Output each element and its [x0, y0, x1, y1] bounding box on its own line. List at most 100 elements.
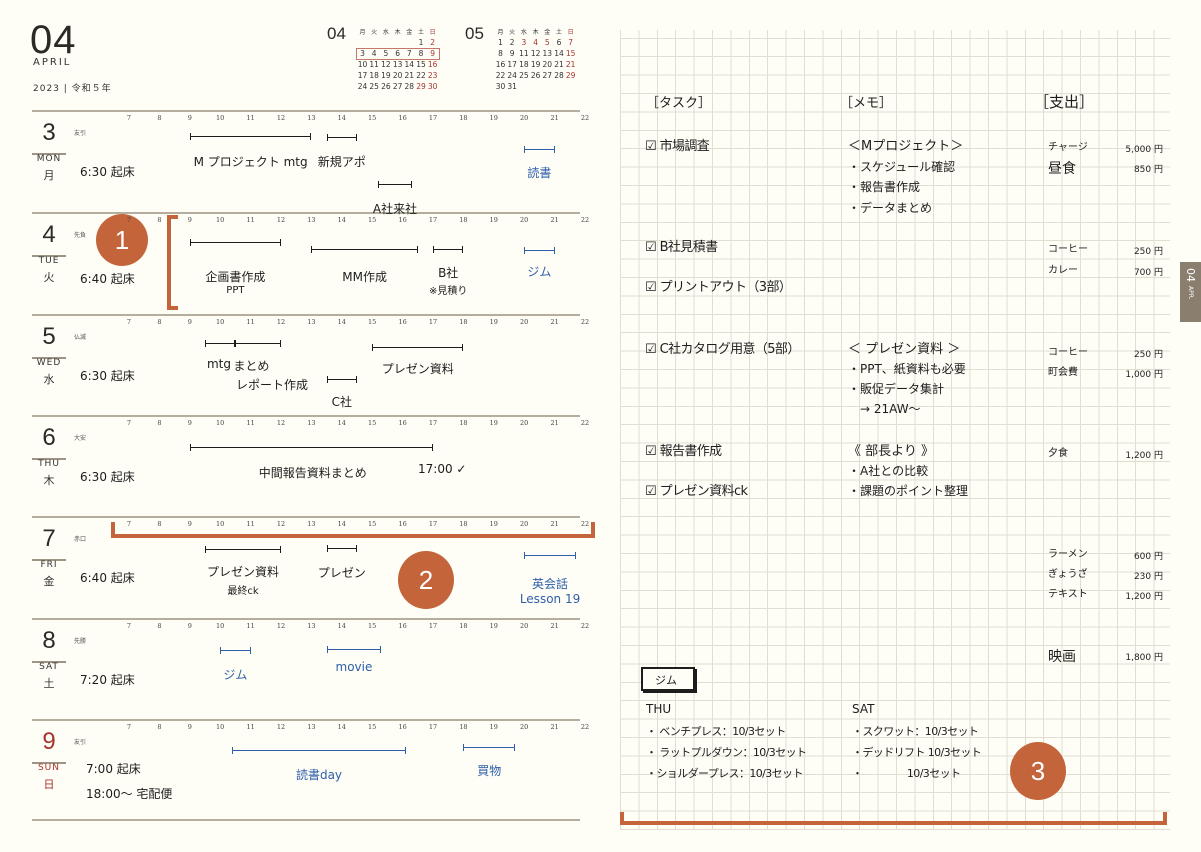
mini-cal-day[interactable]: 8 — [498, 49, 503, 58]
memo-item[interactable]: ・PPT、紙資料も必要 — [848, 362, 966, 376]
event-bar[interactable] — [326, 646, 382, 653]
memo-item[interactable]: ・データまとめ — [848, 201, 933, 215]
mini-cal-day[interactable]: 1 — [418, 38, 424, 47]
mini-cal-day[interactable]: 30 — [495, 82, 506, 91]
event-label[interactable]: 企画書作成 — [205, 270, 266, 284]
memo-item[interactable]: ・スケジュール確認 — [848, 160, 956, 174]
mini-cal-day[interactable]: 18 — [519, 60, 529, 69]
mini-cal-day[interactable]: 3 — [360, 49, 365, 58]
event-bar[interactable] — [232, 747, 406, 754]
event-label[interactable]: A社来社 — [372, 202, 418, 216]
mini-cal-day[interactable]: 28 — [554, 71, 564, 80]
mini-cal-day[interactable]: 14 — [554, 49, 564, 58]
event-label[interactable]: ジム — [527, 265, 552, 279]
mini-cal-day[interactable]: 10 — [357, 60, 368, 69]
mini-cal-day[interactable]: 17 — [357, 71, 368, 80]
task-item[interactable]: ☑ 報告書作成 — [645, 444, 722, 459]
mini-cal-day[interactable]: 24 — [507, 71, 517, 80]
mini-cal-day[interactable]: 25 — [369, 82, 379, 91]
mini-cal-day[interactable]: 4 — [371, 49, 377, 58]
event-bar[interactable] — [189, 133, 312, 140]
task-item[interactable]: ☑ プレゼン資料ck — [645, 484, 748, 499]
mini-cal-day[interactable]: 22 — [495, 71, 506, 80]
task-item[interactable]: ☑ 市場調査 — [645, 139, 710, 154]
mini-cal-day[interactable]: 19 — [530, 60, 541, 69]
memo-item[interactable]: ・課題のポイント整理 — [848, 484, 969, 498]
event-label[interactable]: ジム — [223, 668, 248, 682]
event-label[interactable]: レポート作成 — [235, 378, 309, 392]
event-label[interactable]: B社 — [438, 266, 459, 280]
gym-exercise[interactable]: ・ ラットプルダウン：10/3セット — [646, 746, 807, 759]
event-bar[interactable] — [378, 181, 412, 188]
event-label[interactable]: プレゼン — [317, 566, 366, 580]
mini-cal-day[interactable]: 20 — [392, 71, 403, 80]
mini-cal-day[interactable]: 1 — [498, 38, 503, 47]
event-bar[interactable] — [326, 545, 357, 552]
mini-cal-day[interactable]: 2 — [509, 38, 515, 47]
event-bar[interactable] — [524, 247, 555, 254]
gym-exercise[interactable]: ・ ベンチプレス：10/3セット — [646, 725, 786, 738]
mini-cal-day[interactable]: 6 — [395, 49, 400, 58]
event-label[interactable]: M プロジェクト mtg — [193, 155, 308, 169]
mini-cal-day[interactable]: 11 — [369, 60, 379, 69]
day-note[interactable]: 6:30 起床 — [80, 165, 135, 179]
event-label[interactable]: PPT — [226, 285, 245, 296]
event-bar[interactable] — [205, 546, 281, 553]
event-bar[interactable] — [524, 146, 555, 153]
mini-cal-day[interactable]: 21 — [554, 60, 564, 69]
day-note[interactable]: 7:20 起床 — [80, 673, 135, 687]
event-bar[interactable] — [220, 647, 251, 654]
event-bar[interactable] — [463, 744, 516, 751]
event-bar[interactable] — [524, 552, 576, 559]
mini-cal-day[interactable]: 3 — [521, 38, 527, 47]
mini-cal-day[interactable]: 28 — [404, 82, 415, 91]
event-label[interactable]: MM作成 — [342, 270, 387, 284]
event-label[interactable]: 17:00 ✓ — [418, 462, 467, 476]
event-label[interactable]: 読書 — [527, 166, 552, 180]
mini-cal-day[interactable]: 5 — [383, 49, 389, 58]
mini-cal-day[interactable]: 24 — [357, 82, 368, 91]
event-bar[interactable] — [326, 376, 357, 383]
mini-cal-day[interactable]: 6 — [556, 38, 562, 47]
mini-cal-day[interactable]: 26 — [381, 82, 391, 91]
mini-cal-day[interactable]: 4 — [533, 38, 538, 47]
event-label[interactable]: プレゼン資料 — [381, 362, 454, 376]
memo-item[interactable]: ・A社との比較 — [848, 464, 929, 478]
mini-cal-day[interactable]: 15 — [565, 49, 576, 58]
gym-exercise[interactable]: ・スクワット：10/3セット — [852, 725, 979, 738]
mini-cal-day[interactable]: 5 — [544, 38, 550, 47]
event-bar[interactable] — [205, 340, 236, 347]
mini-cal-day[interactable]: 13 — [392, 60, 403, 69]
event-bar[interactable] — [372, 344, 464, 351]
day-note[interactable]: 6:40 起床 — [80, 272, 135, 286]
day-note[interactable]: 18:00〜 宅配便 — [86, 787, 173, 801]
mini-cal-day[interactable]: 20 — [542, 60, 553, 69]
task-item[interactable]: ☑ B社見積書 — [645, 240, 718, 255]
mini-cal-day[interactable]: 31 — [507, 82, 517, 91]
memo-item[interactable]: ・販促データ集計 — [848, 382, 945, 396]
event-label[interactable]: C社 — [331, 395, 352, 409]
event-label[interactable]: プレゼン資料 — [206, 565, 280, 579]
mini-cal-day[interactable]: 19 — [381, 71, 391, 80]
mini-cal-day[interactable]: 7 — [406, 49, 412, 58]
mini-cal-day[interactable]: 9 — [509, 49, 515, 58]
mini-cal-day[interactable]: 30 — [427, 82, 438, 91]
mini-cal-day[interactable]: 22 — [416, 71, 426, 80]
mini-cal-day[interactable]: 18 — [369, 71, 379, 80]
day-note[interactable]: 6:40 起床 — [80, 571, 135, 585]
month-index-tab[interactable]: 04 APR. — [1180, 262, 1201, 322]
mini-cal-day[interactable]: 25 — [519, 71, 529, 80]
event-bar[interactable] — [189, 239, 281, 246]
memo-item[interactable]: ・報告書作成 — [848, 180, 921, 194]
gym-exercise[interactable]: ・ 10/3セット — [852, 767, 961, 780]
event-label[interactable]: 英会話 — [532, 577, 569, 591]
mini-cal-day[interactable]: 14 — [404, 60, 415, 69]
event-label[interactable]: 読書day — [295, 768, 343, 782]
event-label[interactable]: 新規アポ — [317, 155, 366, 169]
event-label[interactable]: まとめ — [233, 359, 270, 373]
task-item[interactable]: ☑ C社カタログ用意（5部） — [645, 342, 800, 357]
mini-cal-day[interactable]: 12 — [530, 49, 541, 58]
mini-cal-day[interactable]: 29 — [416, 82, 426, 91]
event-label[interactable]: 買物 — [477, 764, 502, 778]
event-label[interactable]: movie — [335, 660, 373, 674]
